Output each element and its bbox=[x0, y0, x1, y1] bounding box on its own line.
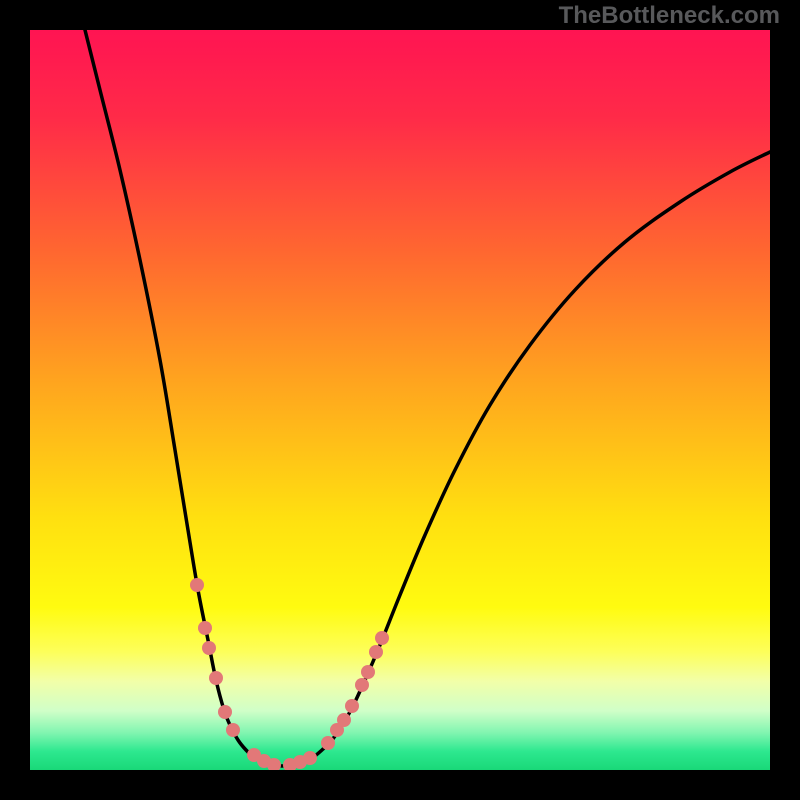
watermark-text: TheBottleneck.com bbox=[559, 2, 780, 30]
curve-marker bbox=[321, 736, 335, 750]
curve-marker bbox=[303, 751, 317, 765]
curve-marker bbox=[337, 713, 351, 727]
plot-area bbox=[30, 30, 770, 770]
curve-marker bbox=[345, 699, 359, 713]
curve-marker bbox=[355, 678, 369, 692]
curve-marker bbox=[209, 671, 223, 685]
curve-marker bbox=[202, 641, 216, 655]
curve-marker bbox=[226, 723, 240, 737]
curve-marker bbox=[375, 631, 389, 645]
marker-group bbox=[190, 578, 389, 770]
curve-layer bbox=[30, 30, 770, 770]
chart-container: TheBottleneck.com bbox=[0, 0, 800, 800]
bottleneck-curve bbox=[80, 30, 770, 766]
curve-marker bbox=[190, 578, 204, 592]
curve-marker bbox=[361, 665, 375, 679]
curve-marker bbox=[369, 645, 383, 659]
curve-marker bbox=[198, 621, 212, 635]
curve-marker bbox=[218, 705, 232, 719]
